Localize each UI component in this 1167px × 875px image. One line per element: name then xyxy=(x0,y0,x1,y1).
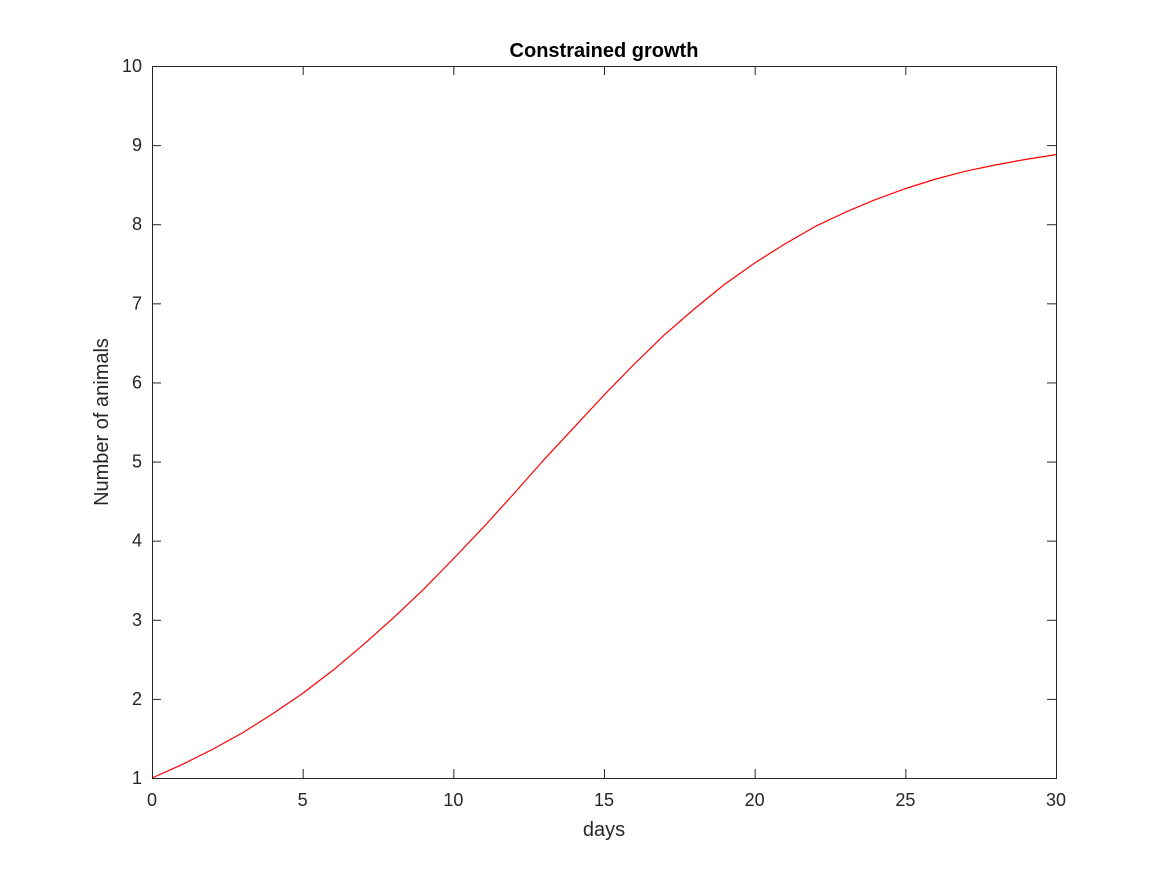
axes-box xyxy=(152,66,1057,779)
y-tick-label: 8 xyxy=(132,214,142,234)
x-tick-label: 15 xyxy=(594,790,614,810)
series-group xyxy=(151,154,1057,779)
x-axis-label: days xyxy=(583,819,625,841)
x-tick-label: 20 xyxy=(745,790,765,810)
x-tick-label: 0 xyxy=(147,790,157,810)
chart-title: Constrained growth xyxy=(510,40,699,62)
y-tick-label: 10 xyxy=(122,56,142,76)
x-tick-label: 10 xyxy=(443,790,463,810)
x-tick-label: 5 xyxy=(298,790,308,810)
y-tick-label: 2 xyxy=(132,689,142,709)
series-line xyxy=(151,154,1057,779)
y-tick-label: 7 xyxy=(132,293,142,313)
axes-background xyxy=(152,66,1056,778)
x-tick-label: 30 xyxy=(1046,790,1066,810)
y-tick-label: 3 xyxy=(132,610,142,630)
tick-labels: 0 5 10 15 20 25 30 1 2 3 4 5 6 7 8 9 10 xyxy=(122,56,1066,810)
y-axis-label: Number of animals xyxy=(91,338,113,506)
y-tick-label: 1 xyxy=(132,768,142,788)
y-tick-label: 5 xyxy=(132,452,142,472)
y-tick-label: 4 xyxy=(132,531,142,551)
x-tick-label: 25 xyxy=(895,790,915,810)
y-tick-label: 9 xyxy=(132,135,142,155)
y-tick-label: 6 xyxy=(132,372,142,392)
